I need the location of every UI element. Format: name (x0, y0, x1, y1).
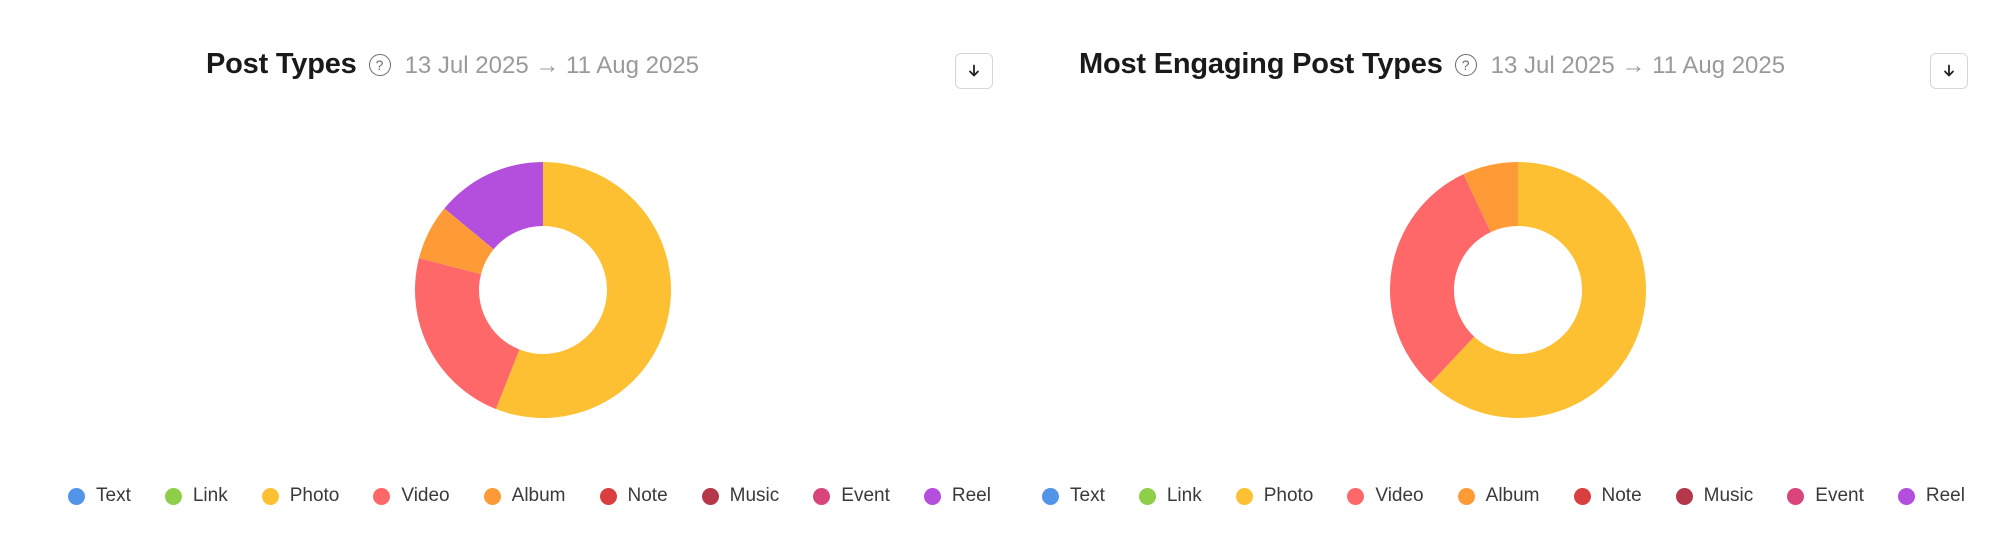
download-button[interactable] (955, 53, 993, 89)
date-range: 13 Jul 2025 → 11 Aug 2025 (404, 52, 700, 79)
most-engaging-header: Most Engaging Post Types ? 13 Jul 2025 →… (1079, 48, 1785, 81)
legend-label: Video (1375, 485, 1424, 506)
legend-item-reel[interactable]: Reel (1897, 485, 1965, 507)
chart-title: Post Types (206, 48, 357, 80)
legend-label: Photo (1263, 485, 1314, 506)
post-types-header: Post Types ? 13 Jul 2025 → 11 Aug 2025 (206, 48, 699, 81)
legend-label: Link (192, 485, 228, 506)
post-types-panel: Post Types ? 13 Jul 2025 → 11 Aug 2025 T… (68, 48, 993, 507)
legend-item-photo[interactable]: Photo (261, 485, 340, 507)
legend-label: Reel (1925, 485, 1965, 506)
legend-item-album[interactable]: Album (483, 485, 566, 507)
post-types-legend: Text Link Photo Video Album Note Music Event Ree… (68, 485, 991, 507)
slice-video[interactable] (415, 258, 520, 410)
legend-label: Text (96, 485, 131, 506)
legend-dot (1573, 487, 1591, 505)
slice-photo[interactable] (495, 162, 671, 418)
legend-dot (1347, 487, 1365, 505)
date-range: 13 Jul 2025 → 11 Aug 2025 (1490, 52, 1786, 79)
legend-item-link[interactable]: Link (1138, 485, 1202, 507)
legend-item-reel[interactable]: Reel (923, 485, 991, 507)
legend-item-note[interactable]: Note (599, 485, 668, 507)
legend-item-text[interactable]: Text (1042, 485, 1105, 507)
legend-dot (923, 487, 941, 505)
legend-dot (164, 487, 182, 505)
slice-video[interactable] (1390, 174, 1491, 384)
slice-album[interactable] (419, 208, 494, 275)
legend-label: Event (841, 485, 890, 506)
legend-item-event[interactable]: Event (813, 485, 890, 507)
help-icon[interactable]: ? (368, 54, 391, 76)
chart-title: Most Engaging Post Types (1079, 48, 1443, 80)
legend-label: Photo (289, 485, 340, 506)
post-types-donut (415, 162, 671, 418)
download-button[interactable] (1930, 53, 1968, 89)
legend-dot (1675, 487, 1693, 505)
legend-dot (1457, 487, 1475, 505)
most-engaging-donut (1390, 162, 1646, 418)
legend-dot (1138, 487, 1156, 505)
legend-label: Note (627, 485, 668, 506)
legend-label: Text (1070, 485, 1105, 506)
legend-label: Video (401, 485, 450, 506)
legend-label: Music (729, 485, 780, 506)
legend-item-video[interactable]: Video (1347, 485, 1424, 507)
legend-dot (1787, 487, 1805, 505)
legend-dot (1042, 487, 1059, 505)
legend-dot (599, 487, 617, 505)
legend-item-note[interactable]: Note (1573, 485, 1642, 507)
legend-label: Reel (951, 485, 991, 506)
help-icon[interactable]: ? (1454, 54, 1477, 76)
legend-label: Album (1485, 485, 1540, 506)
legend-label: Link (1166, 485, 1202, 506)
most-engaging-legend: Text Link Photo Video Album Note Music Event Ree… (1042, 485, 1965, 507)
legend-dot (373, 487, 391, 505)
slice-album[interactable] (1463, 162, 1518, 233)
legend-dot (701, 487, 719, 505)
legend-item-video[interactable]: Video (373, 485, 450, 507)
legend-dot (68, 487, 85, 505)
legend-label: Album (511, 485, 566, 506)
legend-dot (1235, 487, 1253, 505)
legend-item-music[interactable]: Music (701, 485, 780, 507)
arrow-down-icon (1944, 64, 1954, 77)
legend-dot (483, 487, 501, 505)
legend-item-text[interactable]: Text (68, 485, 131, 507)
legend-dot (813, 487, 831, 505)
legend-label: Note (1601, 485, 1642, 506)
most-engaging-panel: Most Engaging Post Types ? 13 Jul 2025 →… (1000, 0, 2000, 557)
legend-item-link[interactable]: Link (164, 485, 228, 507)
legend-dot (261, 487, 279, 505)
slice-reel[interactable] (444, 162, 543, 250)
legend-dot (1897, 487, 1915, 505)
legend-item-photo[interactable]: Photo (1235, 485, 1314, 507)
legend-label: Event (1815, 485, 1864, 506)
slice-photo[interactable] (1430, 162, 1646, 418)
legend-label: Music (1703, 485, 1754, 506)
legend-item-event[interactable]: Event (1787, 485, 1864, 507)
arrow-down-icon (969, 64, 979, 77)
legend-item-album[interactable]: Album (1457, 485, 1540, 507)
legend-item-music[interactable]: Music (1675, 485, 1754, 507)
